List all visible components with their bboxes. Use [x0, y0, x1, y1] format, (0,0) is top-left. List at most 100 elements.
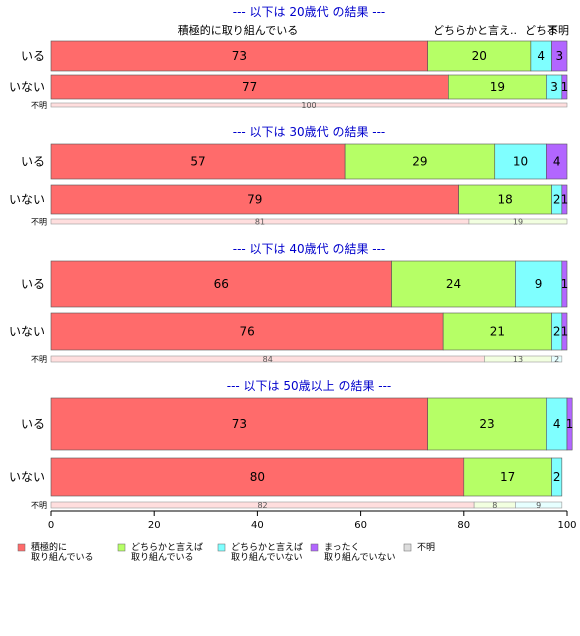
data-label: 17 [500, 470, 515, 484]
data-label: 81 [255, 218, 265, 227]
bar-segment [463, 457, 552, 497]
bar-segment [427, 397, 547, 451]
bar-segment [50, 74, 449, 100]
bar-segment [50, 143, 346, 180]
bar-segment [515, 501, 563, 509]
row-label: 不明 [31, 218, 47, 227]
data-label: 76 [239, 325, 254, 339]
data-label: 82 [257, 501, 267, 510]
data-label: 10 [513, 155, 528, 169]
top-category-label: どちらかと言え.. [433, 24, 517, 37]
bar-segment [546, 143, 568, 180]
bar-segment [448, 74, 547, 100]
legend-swatch [403, 543, 412, 552]
data-label: 3 [555, 49, 563, 63]
row-label: いない [9, 80, 45, 94]
row-label: 不明 [31, 501, 47, 510]
data-label: 4 [553, 417, 561, 431]
data-label: 1 [561, 325, 569, 339]
legend-label: 取り組んでいる [31, 551, 94, 563]
data-label: 77 [242, 80, 257, 94]
legend-item: 積極的に取り組んでいる [17, 541, 94, 563]
top-category-label: どちま [525, 24, 558, 37]
legend-label: 積極的に [31, 541, 67, 553]
legend-swatch [117, 543, 126, 552]
data-label: 19 [513, 218, 523, 227]
top-category-label: 積極的に取り組んでいる [178, 23, 298, 37]
legend-label: 取り組んでいない [231, 551, 303, 563]
data-label: 4 [537, 49, 545, 63]
group-title: --- 以下は 30歳代 の結果 --- [233, 125, 386, 139]
bar-segment [551, 457, 563, 497]
data-label: 100 [301, 101, 316, 110]
data-label: 21 [490, 325, 505, 339]
bar-segment [561, 312, 568, 351]
row-label: いない [9, 470, 45, 484]
legend-swatch [17, 543, 26, 552]
bar-segment [551, 355, 563, 363]
x-tick-label: 20 [148, 520, 161, 531]
data-label: 84 [263, 355, 273, 364]
bar-segment [50, 40, 428, 72]
data-label: 2 [553, 325, 561, 339]
data-label: 19 [490, 80, 505, 94]
bar-segment [458, 184, 552, 215]
data-label: 8 [492, 501, 497, 510]
data-label: 1 [566, 417, 574, 431]
legend-label: 不明 [417, 542, 435, 553]
data-label: 73 [232, 49, 247, 63]
data-label: 18 [497, 193, 512, 207]
x-tick-label: 80 [457, 520, 470, 531]
bar-segment [494, 143, 547, 180]
row-label: いる [21, 155, 45, 169]
legend-swatch [217, 543, 226, 552]
legend-label: どちらかと言えば [131, 541, 203, 553]
bar-segment [515, 260, 563, 308]
top-category-label: 不明 [547, 24, 569, 37]
x-tick-label: 100 [557, 520, 576, 531]
data-label: 79 [247, 193, 262, 207]
x-axis: 0 20 40 60 80 100 [48, 510, 577, 531]
bar-segment [561, 184, 568, 215]
data-label: 24 [446, 277, 461, 291]
legend-swatch [310, 543, 319, 552]
group-titles: --- 以下は 20歳代 の結果 --- --- 以下は 30歳代 の結果 ---… [227, 5, 392, 393]
group-title: --- 以下は 20歳代 の結果 --- [233, 5, 386, 19]
data-label: 1 [561, 80, 569, 94]
data-label: 3 [550, 80, 558, 94]
data-label: 57 [190, 155, 205, 169]
x-tick-label: 40 [251, 520, 264, 531]
bar-segment [50, 260, 392, 308]
bar-segment [50, 457, 465, 497]
legend-label: 取り組んでいる [131, 551, 194, 563]
row-label: いる [21, 417, 45, 431]
bar-segment [50, 184, 459, 215]
group-title: --- 以下は 50歳以上 の結果 --- [227, 379, 392, 393]
bar-segment [344, 143, 496, 180]
bar-segment [566, 397, 573, 451]
legend-label: どちらかと言えば [231, 541, 303, 553]
data-label: 29 [412, 155, 427, 169]
x-tick-label: 0 [48, 520, 54, 531]
row-label: いる [21, 277, 45, 291]
data-label: 1 [561, 277, 569, 291]
data-label: 1 [561, 193, 569, 207]
row-label: 不明 [31, 101, 47, 110]
row-label: いる [21, 49, 45, 63]
bar-segment [427, 40, 532, 72]
x-tick-label: 60 [354, 520, 367, 531]
legend-item: 不明 [403, 542, 435, 553]
bar-segment [561, 260, 568, 308]
data-label: 2 [554, 355, 559, 364]
bar-segment [50, 102, 568, 108]
data-label: 4 [553, 155, 561, 169]
data-label: 66 [214, 277, 229, 291]
bar-segment [50, 397, 428, 451]
legend-label: まったく [324, 542, 360, 553]
